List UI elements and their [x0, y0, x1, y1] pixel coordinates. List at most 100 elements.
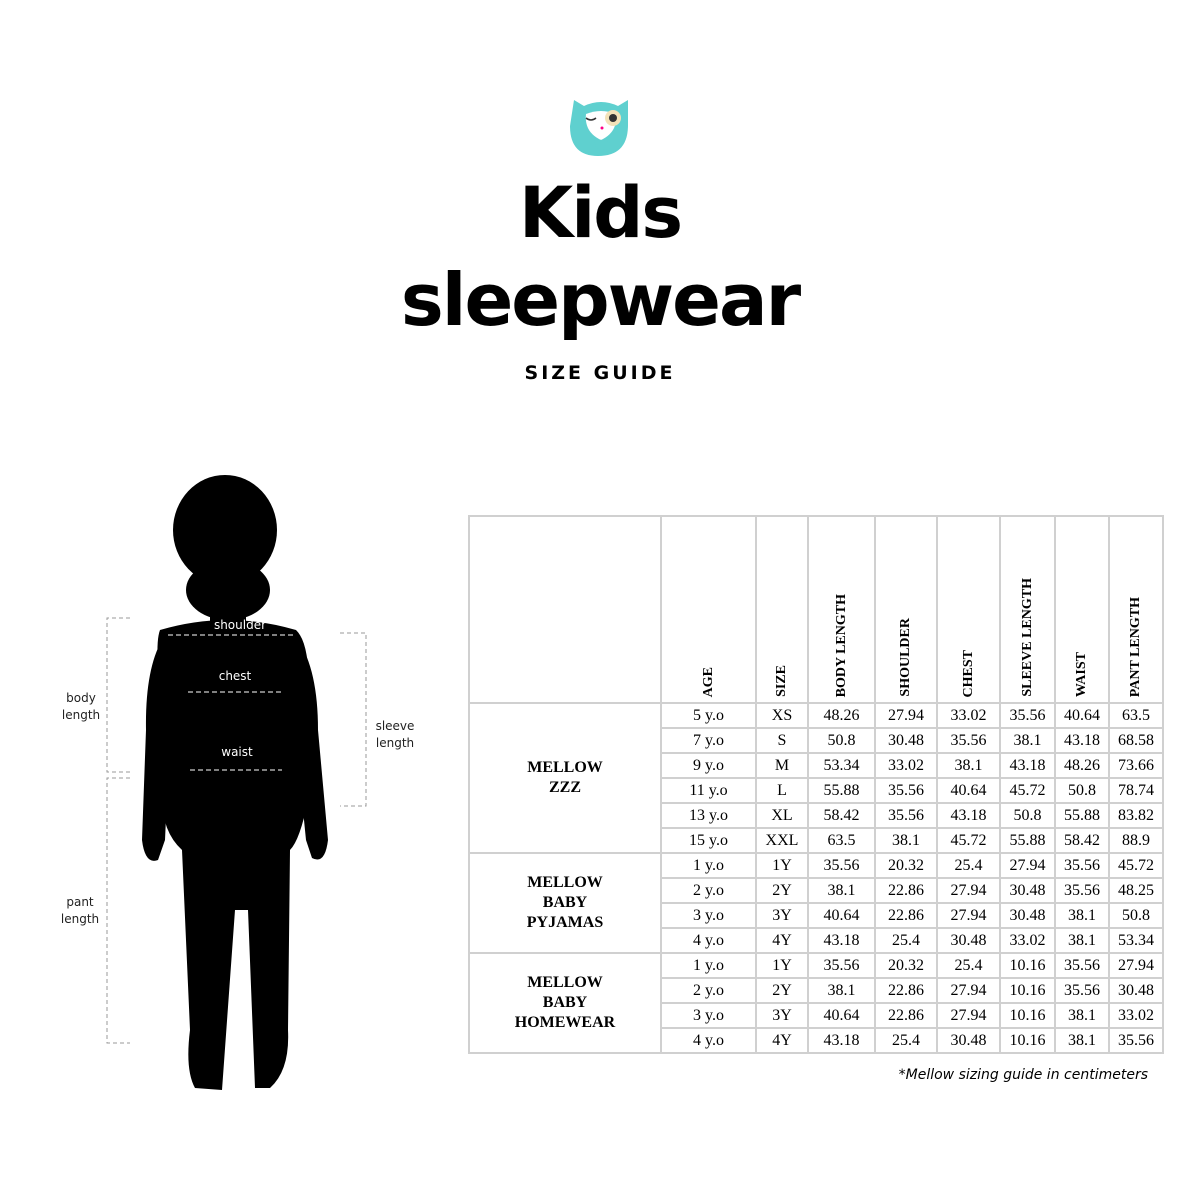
table-cell: 20.32: [874, 852, 938, 879]
table-cell: 10.16: [999, 952, 1056, 979]
table-cell: 45.72: [1108, 852, 1164, 879]
table-cell: 35.56: [1108, 1027, 1164, 1054]
table-row: 2 y.o 2Y 38.1 22.86 27.94 10.16 35.56 30.48: [469, 977, 1164, 1004]
table-row: 13 y.o XL 58.42 35.56 43.18 50.8 55.88 83.82: [469, 802, 1164, 829]
table-cell: 48.26: [1054, 752, 1110, 779]
product-group-name-line: BABY: [542, 994, 588, 1011]
table-cell: XS: [755, 702, 809, 729]
product-group-name: MELLOW ZZZ: [468, 702, 662, 854]
waist-label: waist: [221, 745, 253, 759]
table-cell: 25.4: [936, 952, 1001, 979]
product-group-name-line: PYJAMAS: [526, 914, 604, 931]
table-row: 3 y.o 3Y 40.64 22.86 27.94 10.16 38.1 33.02: [469, 1002, 1164, 1029]
table-cell: 55.88: [999, 827, 1056, 854]
table-cell: 43.18: [999, 752, 1056, 779]
table-cell: 4Y: [755, 927, 809, 954]
column-header: [468, 515, 662, 704]
table-row: 9 y.o M 53.34 33.02 38.1 43.18 48.26 73.66: [469, 752, 1164, 779]
table-cell: 38.1: [936, 752, 1001, 779]
table-cell: 22.86: [874, 902, 938, 929]
table-cell: 73.66: [1108, 752, 1164, 779]
table-row: 15 y.o XXL 63.5 38.1 45.72 55.88 58.42 88.9: [469, 827, 1164, 854]
table-cell: 38.1: [874, 827, 938, 854]
table-cell: 38.1: [1054, 1027, 1110, 1054]
page-title-line1: Kids: [518, 172, 683, 254]
table-cell: 53.34: [1108, 927, 1164, 954]
table-cell: 63.5: [1108, 702, 1164, 729]
table-row: MELLOW BABY HOMEWEAR 1 y.o 1Y 35.56 20.32 25.4 1…: [468, 952, 1164, 1054]
product-group-name: MELLOW BABY PYJAMAS: [468, 852, 662, 954]
product-group-name-line: ZZZ: [548, 779, 581, 796]
table-cell: 3 y.o: [660, 902, 757, 929]
table-cell: 40.64: [1054, 702, 1110, 729]
column-header-label: SLEEVE LENGTH: [1019, 578, 1035, 697]
table-cell: 35.56: [874, 777, 938, 804]
table-cell: 22.86: [874, 877, 938, 904]
table-cell: 4 y.o: [660, 927, 757, 954]
table-cell: 50.8: [1108, 902, 1164, 929]
table-cell: 2 y.o: [660, 977, 757, 1004]
table-cell: 30.48: [874, 727, 938, 754]
product-group-name: MELLOW BABY HOMEWEAR: [468, 952, 662, 1054]
column-header: BODY LENGTH: [807, 515, 876, 704]
table-cell: 45.72: [999, 777, 1056, 804]
table-cell: 30.48: [936, 927, 1001, 954]
table-cell: 35.56: [999, 702, 1056, 729]
column-header: CHEST: [936, 515, 1001, 704]
table-cell: 4 y.o: [660, 1027, 757, 1054]
sleeve-length-label: sleeve length: [375, 719, 415, 750]
table-cell: XL: [755, 802, 809, 829]
footnote: *Mellow sizing guide in centimeters: [898, 1067, 1148, 1083]
table-cell: 48.26: [807, 702, 876, 729]
column-header-label: SIZE: [774, 665, 789, 697]
column-header: SLEEVE LENGTH: [999, 515, 1056, 704]
table-cell: 2 y.o: [660, 877, 757, 904]
table-cell: 40.64: [936, 777, 1001, 804]
column-header: WAIST: [1054, 515, 1110, 704]
pant-length-label: pant length: [60, 895, 100, 926]
table-cell: 10.16: [999, 977, 1056, 1004]
table-cell: 10.16: [999, 1002, 1056, 1029]
table-cell: 35.56: [1054, 977, 1110, 1004]
chest-label: chest: [218, 669, 252, 683]
table-cell: 25.4: [936, 852, 1001, 879]
table-cell: 27.94: [1108, 952, 1164, 979]
table-cell: 9 y.o: [660, 752, 757, 779]
table-cell: 22.86: [874, 977, 938, 1004]
table-cell: 4Y: [755, 1027, 809, 1054]
column-header: AGE: [660, 515, 757, 704]
table-cell: 55.88: [807, 777, 876, 804]
table-cell: 38.1: [1054, 1002, 1110, 1029]
product-group-name-line: MELLOW: [527, 974, 603, 991]
table-row: MELLOW BABY PYJAMAS 1 y.o 1Y 35.56 20.32 25.4 27…: [468, 852, 1164, 954]
owl-logo-icon: [570, 100, 628, 156]
product-group-name-line: MELLOW: [527, 874, 603, 891]
table-cell: XXL: [755, 827, 809, 854]
table-cell: 40.64: [807, 1002, 876, 1029]
table-cell: 27.94: [936, 877, 1001, 904]
table-cell: 43.18: [936, 802, 1001, 829]
table-cell: 7 y.o: [660, 727, 757, 754]
column-header: SHOULDER: [874, 515, 938, 704]
table-cell: 13 y.o: [660, 802, 757, 829]
table-cell: 30.48: [999, 902, 1056, 929]
table-row: 7 y.o S 50.8 30.48 35.56 38.1 43.18 68.58: [469, 727, 1164, 754]
table-cell: 35.56: [1054, 877, 1110, 904]
table-cell: 33.02: [936, 702, 1001, 729]
table-row: 3 y.o 3Y 40.64 22.86 27.94 30.48 38.1 50.8: [469, 902, 1164, 929]
column-header-label: SHOULDER: [898, 618, 913, 697]
table-cell: 2Y: [755, 877, 809, 904]
table-cell: 35.56: [807, 852, 876, 879]
table-cell: 63.5: [807, 827, 876, 854]
column-header-label: AGE: [700, 666, 716, 697]
table-cell: 30.48: [936, 1027, 1001, 1054]
table-row: 4 y.o 4Y 43.18 25.4 30.48 33.02 38.1 53.34: [469, 927, 1164, 954]
table-cell: 3Y: [755, 902, 809, 929]
table-cell: 35.56: [807, 952, 876, 979]
table-cell: 20.32: [874, 952, 938, 979]
table-cell: 38.1: [807, 977, 876, 1004]
page-subtitle: SIZE GUIDE: [524, 362, 676, 384]
table-cell: 1Y: [755, 852, 809, 879]
table-cell: 25.4: [874, 927, 938, 954]
table-cell: 43.18: [1054, 727, 1110, 754]
